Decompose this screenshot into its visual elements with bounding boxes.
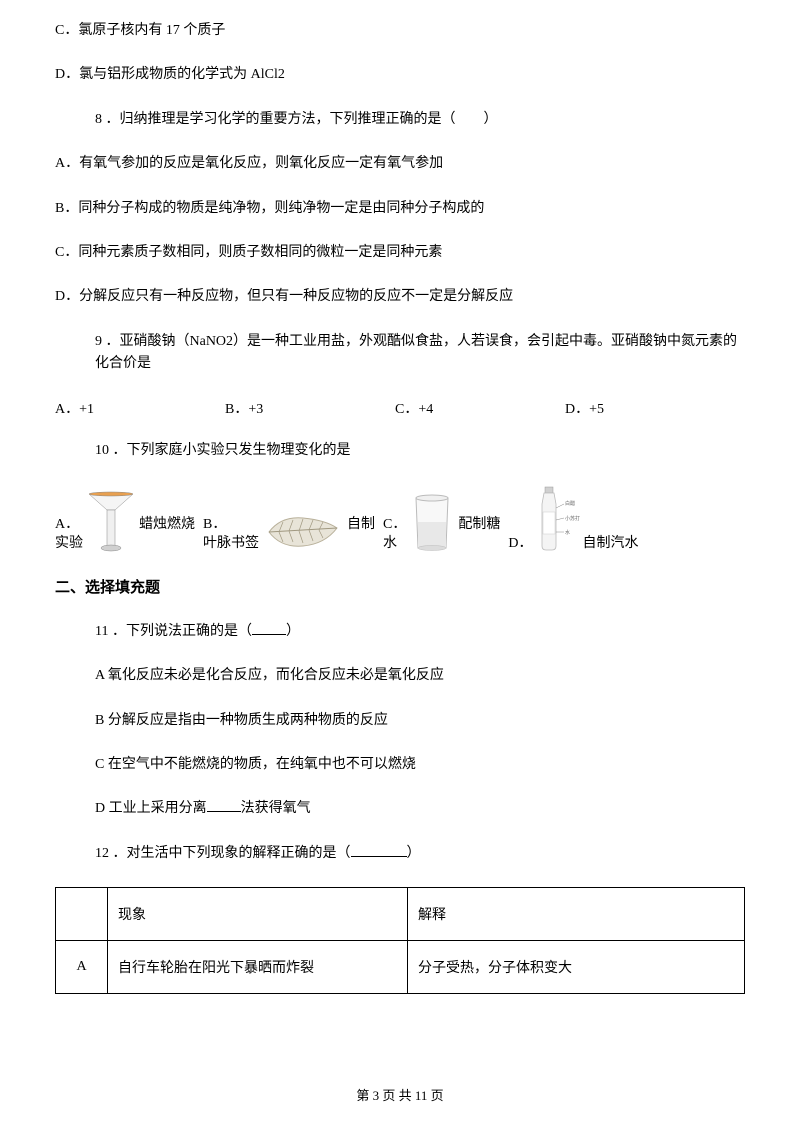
q10-c-text2: 水 [383,534,406,554]
q9-option-c: C．+4 [395,398,565,418]
bottle-icon: 白醋 小苏打 水 [534,484,580,554]
section-2-title: 二、选择填充题 [55,576,745,597]
svg-text:小苏打: 小苏打 [565,515,580,522]
q11-option-d: D 工业上采用分离法获得氧气 [55,798,745,820]
q12-stem: 12 ．对生活中下列现象的解释正确的是（） [55,843,745,865]
q10-a-label: A． [55,515,83,535]
q8-option-b: B．同种分子构成的物质是纯净物，则纯净物一定是由同种分子构成的 [55,198,745,220]
q10-b-text2: 叶脉书签 [203,534,259,554]
q11-option-b: B 分解反应是指由一种物质生成两种物质的反应 [55,710,745,732]
q10-option-d: D． 白醋 小苏打 水 自制汽水 [508,484,638,554]
q8-option-c: C．同种元素质子数相同，则质子数相同的微粒一定是同种元素 [55,242,745,264]
blank-underline [207,798,241,812]
q9-options: A．+1 B．+3 C．+4 D．+5 [55,398,745,418]
q7-option-d: D．氯与铝形成物质的化学式为 AlCl2 [55,64,745,86]
q10-option-c: C． 水 配制糖 [383,492,500,554]
q9-option-a: A．+1 [55,398,225,418]
q11-stem: 11 ．下列说法正确的是（） [55,621,745,643]
q9-option-b: B．+3 [225,398,395,418]
candle-icon [85,490,137,554]
table-cell-explain-a: 分子受热，分子体积变大 [408,941,745,994]
blank-underline [351,843,407,857]
table-row: 现象 解释 [56,888,745,941]
leaf-icon [261,510,345,554]
table-row: A 自行车轮胎在阳光下暴晒而炸裂 分子受热，分子体积变大 [56,941,745,994]
q7-option-c: C．氯原子核内有 17 个质子 [55,20,745,42]
table-header-phenomenon: 现象 [108,888,408,941]
q11-option-a: A 氧化反应未必是化合反应，而化合反应未必是氧化反应 [55,665,745,687]
q10-b-text1: 自制 [347,515,375,535]
q11-option-c: C 在空气中不能燃烧的物质，在纯氧中也不可以燃烧 [55,754,745,776]
svg-text:水: 水 [565,529,570,536]
table-cell-blank [56,888,108,941]
q8-option-d: D．分解反应只有一种反应物，但只有一种反应物的反应不一定是分解反应 [55,286,745,308]
q10-stem: 10 ．下列家庭小实验只发生物理变化的是 [55,440,745,462]
q8-stem: 8 ．归纳推理是学习化学的重要方法，下列推理正确的是（ ） [55,109,745,131]
q10-c-text1: 配制糖 [458,515,500,535]
q10-a-text2: 实验 [55,534,83,554]
blank-underline [252,621,286,635]
table-header-explain: 解释 [408,888,745,941]
q10-c-label: C． [383,515,406,535]
q10-option-b: B． 叶脉书签 自制 [203,510,375,554]
q10-options: A． 实验 蜡烛燃烧 B． 叶脉书签 [55,484,745,554]
q10-d-label: D． [508,534,532,554]
q10-a-text1: 蜡烛燃烧 [139,515,195,535]
glass-icon [408,492,456,554]
q12-table: 现象 解释 A 自行车轮胎在阳光下暴晒而炸裂 分子受热，分子体积变大 [55,887,745,994]
svg-text:白醋: 白醋 [565,500,575,507]
q10-b-label: B． [203,515,259,535]
q9-stem: 9 ．亚硝酸钠（NaNO2）是一种工业用盐，外观酷似食盐，人若误食，会引起中毒。… [55,331,745,376]
q8-option-a: A．有氧气参加的反应是氧化反应，则氧化反应一定有氧气参加 [55,153,745,175]
page-footer: 第 3 页 共 11 页 [0,1085,800,1104]
table-cell-label-a: A [56,941,108,994]
q10-d-text: 自制汽水 [582,534,638,554]
q10-option-a: A． 实验 蜡烛燃烧 [55,490,195,554]
table-cell-phenomenon-a: 自行车轮胎在阳光下暴晒而炸裂 [108,941,408,994]
q9-option-d: D．+5 [565,398,604,418]
